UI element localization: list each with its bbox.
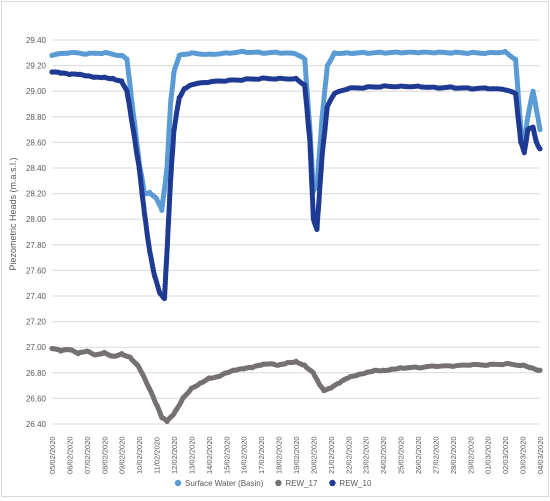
y-tick-label: 28.00 bbox=[26, 215, 47, 224]
y-tick-label: 27.60 bbox=[26, 266, 47, 275]
y-tick-label: 27.80 bbox=[26, 241, 47, 250]
x-tick-label: 08/02/2020 bbox=[100, 436, 109, 474]
legend: Surface Water (Basin) REW_17 REW_10 bbox=[174, 479, 372, 488]
y-tick-label: 28.40 bbox=[26, 164, 47, 173]
y-tick-label: 28.20 bbox=[26, 190, 47, 199]
x-tick-label: 13/02/2020 bbox=[187, 436, 196, 474]
legend-marker bbox=[275, 479, 282, 487]
x-tick-label: 25/02/2020 bbox=[397, 436, 406, 474]
y-tick-label: 26.60 bbox=[26, 394, 47, 403]
legend-label: REW_10 bbox=[339, 479, 372, 488]
legend-marker bbox=[329, 479, 336, 487]
x-tick-label: 26/02/2020 bbox=[414, 436, 423, 474]
chart-svg: 26.40 26.60 26.80 27.00 27.20 27.40 27.60 27.80… bbox=[8, 36, 545, 488]
x-tick-label: 04/03/2020 bbox=[536, 436, 545, 474]
x-tick-label: 10/02/2020 bbox=[135, 436, 144, 474]
x-tick-label: 22/02/2020 bbox=[344, 436, 353, 474]
x-tick-label: 09/02/2020 bbox=[118, 436, 127, 474]
x-tick-label: 18/02/2020 bbox=[275, 436, 284, 474]
x-tick-label: 11/02/2020 bbox=[153, 437, 162, 474]
x-tick-label: 17/02/2020 bbox=[257, 436, 266, 474]
y-tick-label: 26.80 bbox=[26, 369, 47, 378]
x-tick-label: 06/02/2020 bbox=[65, 436, 74, 474]
x-tick-label: 21/02/2020 bbox=[327, 436, 336, 474]
y-tick-label: 27.00 bbox=[26, 343, 47, 352]
y-tick-label: 28.60 bbox=[26, 138, 47, 147]
series-rew-10 bbox=[49, 69, 543, 302]
x-tick-label: 20/02/2020 bbox=[309, 436, 318, 474]
x-tick-label: 14/02/2020 bbox=[205, 436, 214, 474]
x-tick-label: 05/02/2020 bbox=[48, 436, 57, 474]
data-point bbox=[537, 146, 543, 152]
x-tick-label: 24/02/2020 bbox=[379, 436, 388, 474]
y-tick-label: 28.80 bbox=[26, 113, 47, 122]
x-tick-label: 27/02/2020 bbox=[431, 436, 440, 474]
legend-item: REW_17 bbox=[275, 479, 318, 488]
legend-item: REW_10 bbox=[329, 479, 372, 488]
series-surface-water-basin- bbox=[49, 48, 543, 213]
x-tick-label: 01/03/2020 bbox=[484, 436, 493, 474]
x-tick-label: 28/02/2020 bbox=[449, 436, 458, 474]
series-rew-17 bbox=[49, 345, 543, 425]
x-tick-label: 12/02/2020 bbox=[170, 436, 179, 474]
y-tick-labels: 26.40 26.60 26.80 27.00 27.20 27.40 27.60 27.80… bbox=[26, 36, 47, 429]
y-tick-label: 27.40 bbox=[26, 292, 47, 301]
x-tick-label: 29/02/2020 bbox=[466, 436, 475, 474]
y-tick-label: 26.40 bbox=[26, 420, 47, 429]
x-tick-label: 02/03/2020 bbox=[501, 436, 510, 474]
legend-label: REW_17 bbox=[285, 479, 318, 488]
y-tick-label: 27.20 bbox=[26, 318, 47, 327]
data-point bbox=[537, 367, 543, 373]
x-tick-label: 03/03/2020 bbox=[519, 436, 528, 474]
x-tick-label: 07/02/2020 bbox=[83, 436, 92, 474]
y-tick-label: 29.20 bbox=[26, 62, 47, 71]
x-tick-label: 15/02/2020 bbox=[222, 436, 231, 474]
series-layer bbox=[49, 48, 543, 425]
legend-label: Surface Water (Basin) bbox=[185, 479, 264, 488]
y-tick-label: 29.00 bbox=[26, 87, 47, 96]
x-tick-label: 19/02/2020 bbox=[292, 436, 301, 474]
y-axis-label: Piezometric Heads (m.a.s.l.) bbox=[8, 157, 18, 270]
legend-marker bbox=[174, 479, 182, 487]
x-tick-label: 23/02/2020 bbox=[362, 436, 371, 474]
x-tick-label: 16/02/2020 bbox=[240, 436, 249, 474]
y-tick-label: 29.40 bbox=[26, 36, 47, 45]
data-point bbox=[537, 127, 543, 133]
legend-item: Surface Water (Basin) bbox=[174, 479, 264, 488]
x-tick-labels: 05/02/2020 06/02/2020 07/02/2020 08/02/2020… bbox=[48, 436, 545, 474]
